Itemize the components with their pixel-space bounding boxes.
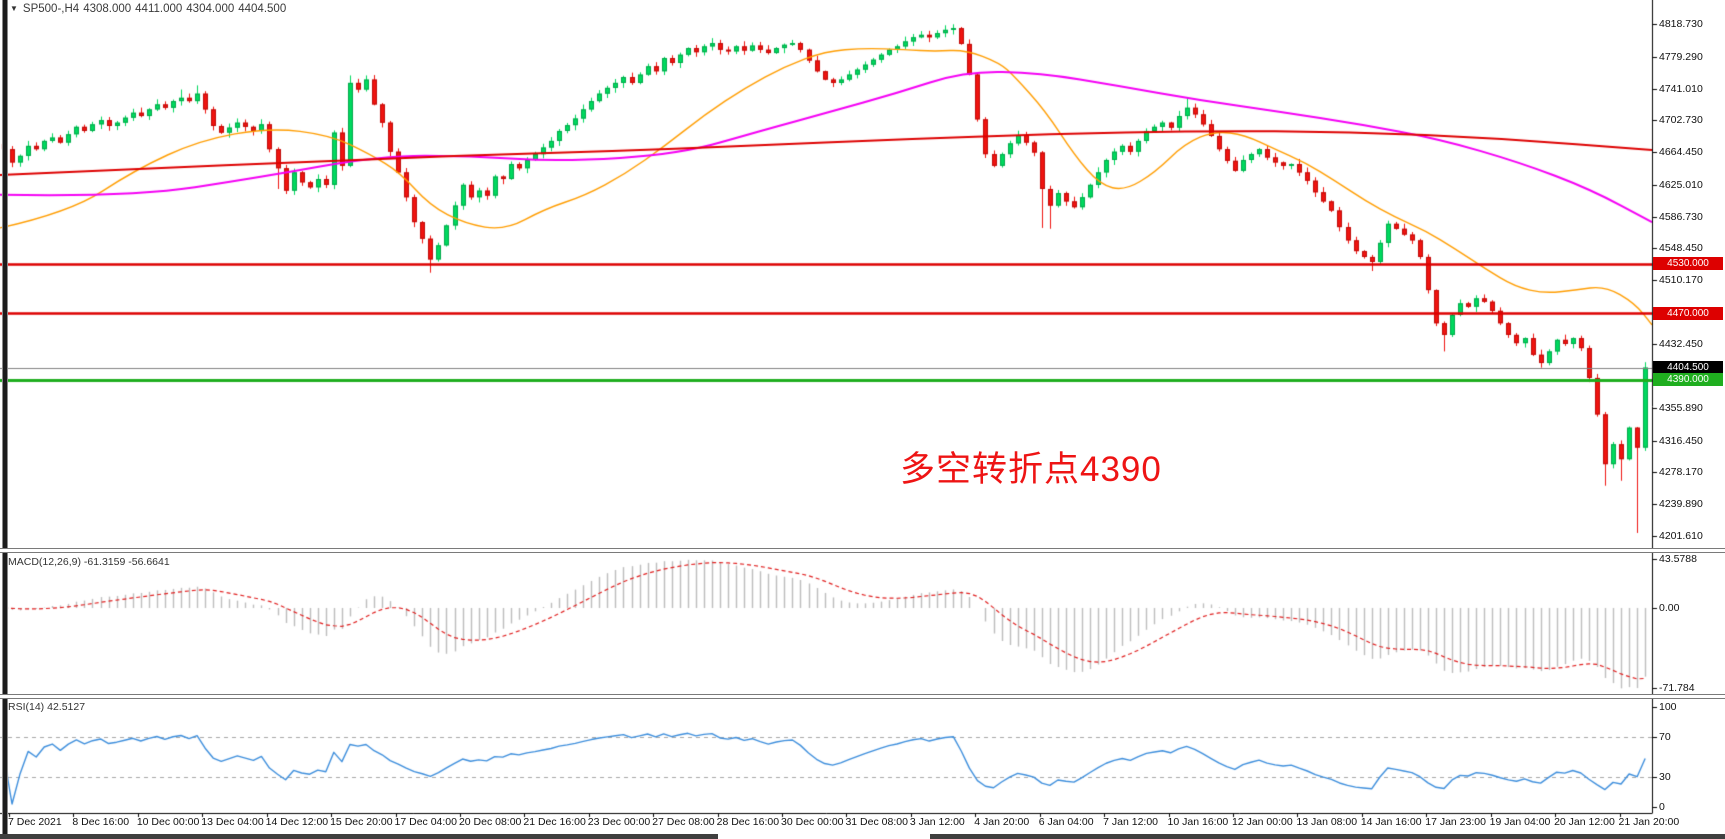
price-axis-label: 4201.610 (1659, 529, 1703, 542)
price-axis-label: 4702.730 (1659, 114, 1703, 127)
price-axis-label: 4664.450 (1659, 146, 1703, 159)
price-axis-label: 4741.010 (1659, 82, 1703, 95)
time-axis-label: 14 Jan 16:00 (1360, 816, 1422, 828)
time-axis-label: 31 Dec 08:00 (845, 816, 908, 828)
time-axis-label: 12 Jan 00:00 (1231, 816, 1293, 828)
rsi-scale-label: 30 (1659, 771, 1671, 783)
panel-separator[interactable] (0, 694, 1725, 699)
price-badge: 4530.000 (1653, 257, 1723, 271)
macd-scale-label: -71.784 (1659, 682, 1695, 695)
rsi-name: RSI(14) (8, 701, 45, 713)
price-axis-label: 4548.450 (1659, 242, 1703, 255)
rsi-indicator-label: RSI(14) 42.5127 (8, 701, 85, 713)
price-axis-label: 4625.010 (1659, 178, 1703, 191)
price-badge: 4470.000 (1653, 306, 1723, 320)
window-edge-bar (2, 0, 8, 839)
price-axis-label: 4316.450 (1659, 434, 1703, 447)
time-axis-label: 4 Jan 20:00 (974, 816, 1030, 828)
time-axis-label: 23 Dec 00:00 (587, 816, 651, 828)
symbol-period-label: SP500-,H4 (22, 3, 80, 15)
quote-close: 4404.500 (238, 3, 287, 15)
time-axis-label: 7 Jan 12:00 (1103, 816, 1159, 828)
time-axis-label: 8 Dec 16:00 (72, 816, 130, 828)
time-axis-label: 15 Dec 20:00 (330, 816, 393, 828)
quote-open: 4308.000 (83, 3, 132, 15)
time-axis-label: 7 Dec 2021 (8, 816, 62, 828)
price-axis-label: 4586.730 (1659, 210, 1703, 223)
rsi-scale-label: 0 (1659, 801, 1665, 813)
time-axis-label: 19 Jan 04:00 (1489, 816, 1551, 828)
macd-indicator-label: MACD(12,26,9) -61.3159 -56.6641 (8, 556, 170, 568)
collapse-triangle-icon[interactable]: ▼ (10, 4, 18, 13)
macd-name: MACD(12,26,9) (8, 556, 81, 568)
time-axis-label: 10 Jan 16:00 (1167, 816, 1229, 828)
time-axis-label: 21 Dec 16:00 (523, 816, 586, 828)
price-axis-label: 4779.290 (1659, 50, 1703, 63)
time-axis-label: 13 Jan 08:00 (1296, 816, 1358, 828)
time-axis-label: 28 Dec 16:00 (716, 816, 780, 828)
time-axis-label: 30 Dec 00:00 (781, 816, 844, 828)
price-axis-label: 4239.890 (1659, 498, 1703, 511)
bottom-scrollbar-segment[interactable] (0, 834, 718, 839)
time-axis-label: 20 Dec 08:00 (458, 816, 522, 828)
rsi-scale-label: 100 (1659, 701, 1677, 713)
price-badge: 4390.000 (1653, 373, 1723, 387)
time-axis-label: 10 Dec 00:00 (136, 816, 200, 828)
macd-scale-label: 0.00 (1659, 602, 1680, 614)
rsi-scale-label: 70 (1659, 731, 1671, 743)
time-axis-label: 6 Jan 04:00 (1038, 816, 1094, 828)
price-axis-label: 4355.890 (1659, 401, 1703, 414)
time-axis-label: 20 Jan 12:00 (1554, 816, 1615, 828)
price-axis-label: 4510.170 (1659, 274, 1703, 286)
price-badge: 4404.500 (1653, 361, 1723, 375)
price-axis-label: 4818.730 (1659, 18, 1703, 31)
price-axis-label: 4278.170 (1659, 466, 1703, 479)
price-axis-label: 4432.450 (1659, 338, 1703, 351)
time-axis-label: 14 Dec 12:00 (265, 816, 329, 828)
macd-scale-label: 43.5788 (1659, 553, 1697, 566)
macd-values: -61.3159 -56.6641 (83, 556, 170, 568)
quote-low: 4304.000 (186, 3, 235, 15)
chart-title: ▼ SP500-,H4 4308.000 4411.000 4304.000 4404.5… (10, 3, 290, 15)
time-axis-label: 3 Jan 12:00 (909, 816, 965, 828)
time-axis-label: 17 Jan 23:00 (1425, 816, 1486, 828)
time-axis-label: 13 Dec 04:00 (201, 816, 264, 828)
time-axis-label: 21 Jan 20:00 (1618, 816, 1680, 828)
bottom-scrollbar-segment[interactable] (930, 834, 1725, 839)
time-axis-label: 17 Dec 04:00 (394, 816, 457, 828)
quote-high: 4411.000 (135, 3, 183, 15)
price-annotation-text[interactable]: 多空转折点4390 (900, 450, 1162, 489)
time-axis-label: 27 Dec 08:00 (652, 816, 715, 828)
panel-separator[interactable] (0, 548, 1725, 553)
rsi-value: 42.5127 (47, 701, 86, 713)
